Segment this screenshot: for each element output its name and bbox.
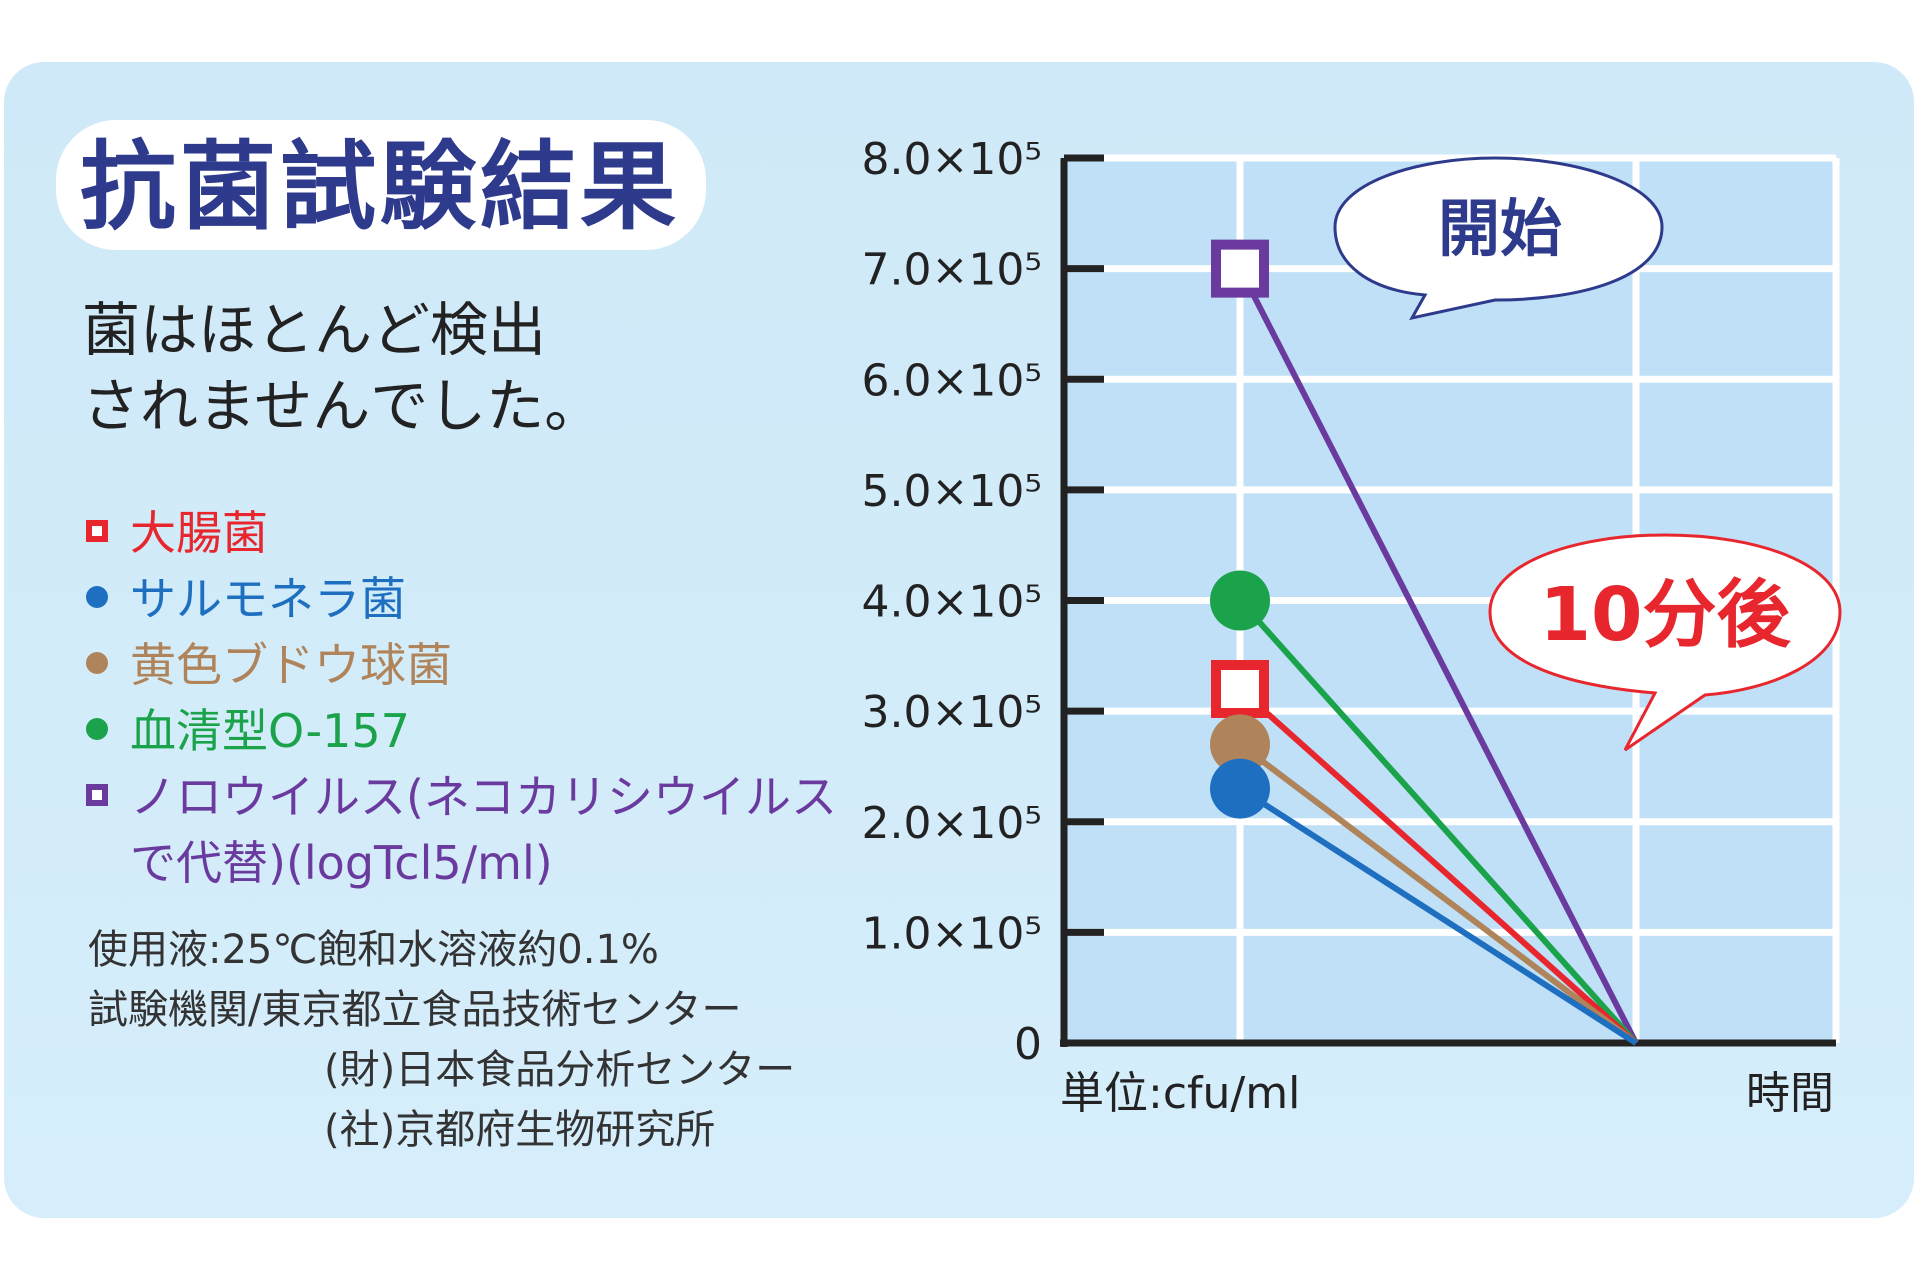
lab-note-2: (財)日本食品分析センター <box>324 1047 796 1093</box>
legend-label: サルモネラ菌 <box>130 572 406 626</box>
series-line <box>1238 686 1638 1046</box>
legend-label: 大腸菌 <box>130 506 268 560</box>
data-point-circle <box>1210 758 1270 819</box>
result-summary: 菌はほとんど検出 されませんでした。 <box>82 292 802 444</box>
x-axis-label: 時間 <box>1746 1068 1834 1119</box>
circle-marker-icon <box>86 652 108 674</box>
y-axis-unit-label: 単位:cfu/ml <box>1060 1068 1300 1119</box>
data-point-square <box>1211 239 1269 298</box>
chart-legend: 大腸菌サルモネラ菌 黄色ブドウ球菌 血清型O-157 ノロウイルス(ネコカリシウイルス… <box>86 500 906 896</box>
y-tick-label: 1.0×10⁵ <box>862 908 1042 959</box>
y-tick-label: 6.0×10⁵ <box>862 355 1042 406</box>
square-marker-icon <box>86 784 108 806</box>
legend-label: 黄色ブドウ球菌 <box>130 638 452 692</box>
page-title: 抗菌試験結果 <box>80 131 680 243</box>
title-background <box>56 120 706 250</box>
y-tick-label: 4.0×10⁵ <box>862 577 1042 628</box>
data-point-circle <box>1210 714 1270 775</box>
y-tick-label: 2.0×10⁵ <box>862 798 1042 849</box>
legend-item: 血清型O-157 <box>86 698 906 764</box>
data-point-square <box>1211 660 1269 718</box>
series-line <box>1237 267 1639 1045</box>
y-tick-label: 7.0×10⁵ <box>862 245 1042 296</box>
series-line <box>1238 786 1638 1046</box>
start-speech-bubble <box>1333 156 1664 321</box>
start-annotation: 開始 <box>1438 192 1562 265</box>
series-line <box>1238 741 1638 1046</box>
y-tick-label: 3.0×10⁵ <box>862 687 1042 738</box>
y-tick-label: 5.0×10⁵ <box>862 466 1042 517</box>
legend-item: サルモネラ菌 <box>86 566 906 632</box>
y-tick-label: 0 <box>1014 1019 1042 1070</box>
summary-line-1: 菌はほとんど検出 <box>82 296 547 364</box>
legend-item: ノロウイルス(ネコカリシウイルスで代替)(logTcl5/ml) <box>86 764 906 896</box>
square-marker-icon <box>86 520 108 542</box>
data-point-circle <box>1210 570 1270 631</box>
legend-item: 黄色ブドウ球菌 <box>86 632 906 698</box>
legend-item: 大腸菌 <box>86 500 906 566</box>
legend-label: ノロウイルス(ネコカリシウイルスで代替)(logTcl5/ml) <box>130 770 838 890</box>
legend-label: 血清型O-157 <box>130 704 410 758</box>
lab-note: 試験機関/東京都立食品技術センター <box>88 987 742 1033</box>
after-speech-bubble <box>1488 533 1842 752</box>
y-tick-label: 8.0×10⁵ <box>862 134 1042 185</box>
lab-note-3: (社)京都府生物研究所 <box>324 1107 716 1153</box>
test-notes: 使用液:25℃飽和水溶液約0.1% 試験機関/東京都立食品技術センター (財)日… <box>88 920 928 1160</box>
solution-note: 使用液:25℃飽和水溶液約0.1% <box>88 927 659 973</box>
circle-marker-icon <box>86 718 108 740</box>
after-annotation: 10分後 <box>1540 572 1792 658</box>
series-line <box>1237 598 1639 1046</box>
summary-line-2: されませんでした。 <box>82 372 603 440</box>
circle-marker-icon <box>86 586 108 608</box>
